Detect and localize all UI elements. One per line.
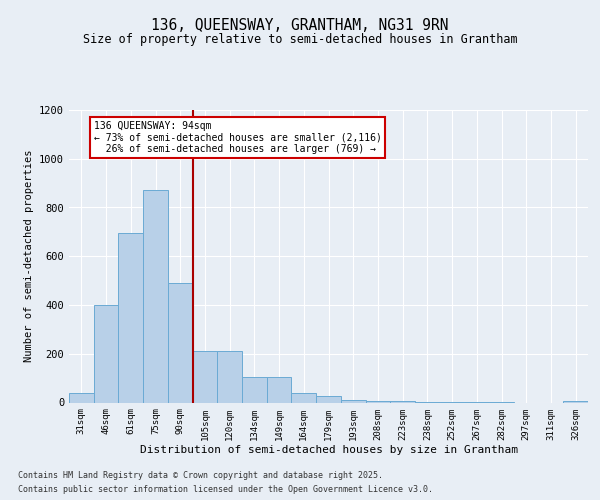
Text: Contains public sector information licensed under the Open Government Licence v3: Contains public sector information licen… [18, 484, 433, 494]
Bar [292, 393, 316, 402]
Bar [242, 377, 267, 402]
Text: 136, QUEENSWAY, GRANTHAM, NG31 9RN: 136, QUEENSWAY, GRANTHAM, NG31 9RN [151, 18, 449, 32]
Bar [94, 305, 118, 402]
Bar [217, 352, 242, 403]
Bar [316, 396, 341, 402]
Y-axis label: Number of semi-detached properties: Number of semi-detached properties [23, 150, 34, 362]
Text: 136 QUEENSWAY: 94sqm
← 73% of semi-detached houses are smaller (2,116)
  26% of : 136 QUEENSWAY: 94sqm ← 73% of semi-detac… [94, 121, 382, 154]
X-axis label: Distribution of semi-detached houses by size in Grantham: Distribution of semi-detached houses by … [139, 445, 517, 455]
Text: Contains HM Land Registry data © Crown copyright and database right 2025.: Contains HM Land Registry data © Crown c… [18, 472, 383, 480]
Bar [168, 283, 193, 403]
Bar [193, 352, 217, 403]
Bar [143, 190, 168, 402]
Bar [267, 377, 292, 402]
Text: Size of property relative to semi-detached houses in Grantham: Size of property relative to semi-detach… [83, 32, 517, 46]
Bar [118, 233, 143, 402]
Bar [69, 393, 94, 402]
Bar [341, 400, 365, 402]
